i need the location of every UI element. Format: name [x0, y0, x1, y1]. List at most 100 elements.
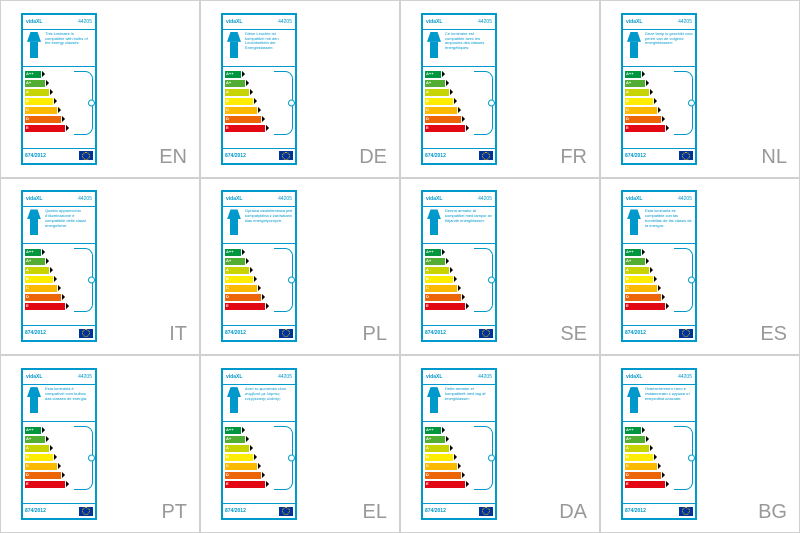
bracket-icon — [274, 248, 293, 312]
card-header: vidaXL44205 — [623, 192, 695, 207]
regulation-text: 874/2012 — [225, 330, 246, 336]
card-header: vidaXL44205 — [223, 15, 295, 30]
bar-label: C — [626, 107, 629, 112]
bar-label: A++ — [426, 249, 434, 254]
bar-label: D — [426, 294, 429, 299]
bracket-icon — [474, 71, 493, 135]
bar-label: B — [626, 276, 629, 281]
bar-label: A+ — [26, 436, 31, 441]
eu-flag-icon — [479, 507, 493, 516]
language-cell-pl: vidaXL44205Oprawa oświetleniowa jest kom… — [200, 178, 400, 356]
description-text: Oprawa oświetleniowa jest kompatybilna z… — [245, 209, 293, 241]
bar-label: A+ — [626, 258, 631, 263]
energy-label-card: vidaXL44205 This luminaire is compatible … — [21, 13, 97, 165]
card-footer: 874/2012 — [23, 503, 95, 518]
language-cell-bg: vidaXL44205Осветителното тяло е съвмести… — [600, 355, 800, 533]
bar-label: B — [26, 98, 29, 103]
bar-label: C — [226, 285, 229, 290]
bar-label: E — [426, 481, 429, 486]
bar-label: A — [26, 89, 29, 94]
language-code-label: PL — [363, 323, 387, 346]
bar-label: C — [426, 285, 429, 290]
energy-bars: .bar[style*="#009640"]::after{border-lef… — [223, 244, 295, 313]
language-cell-es: vidaXL44205Esta luminaria es compatible … — [600, 178, 800, 356]
description-text: This luminaire is compatible with bulbs … — [45, 32, 93, 64]
lamp-icon — [425, 209, 443, 235]
bar-label: A+ — [626, 80, 631, 85]
bar-label: A — [426, 445, 429, 450]
bar-label: A+ — [626, 436, 631, 441]
card-description: This luminaire is compatible with bulbs … — [23, 30, 95, 67]
bar-label: D — [626, 116, 629, 121]
regulation-text: 874/2012 — [425, 153, 446, 159]
bar-label: B — [426, 276, 429, 281]
regulation-text: 874/2012 — [425, 330, 446, 336]
bar-label: A — [226, 89, 229, 94]
card-header: vidaXL44205 — [23, 15, 95, 30]
description-text: Ce luminaire est compatible avec les amp… — [445, 32, 493, 64]
card-description: Dette armatur er kompatibelt med løg af … — [423, 385, 495, 422]
language-cell-da: vidaXL44205Dette armatur er kompatibelt … — [400, 355, 600, 533]
bar-label: A+ — [26, 258, 31, 263]
bracket-icon — [474, 426, 493, 490]
regulation-text: 874/2012 — [625, 153, 646, 159]
card-header: vidaXL44205 — [623, 370, 695, 385]
eu-flag-icon — [279, 507, 293, 516]
brand-text: vidaXL — [26, 196, 42, 202]
bar-label: A++ — [626, 427, 634, 432]
bar-label: D — [26, 472, 29, 477]
energy-bars: .bar[style*="#009640"]::after{border-lef… — [423, 244, 495, 313]
card-description: Ce luminaire est compatible avec les amp… — [423, 30, 495, 67]
eu-flag-icon — [679, 507, 693, 516]
regulation-text: 874/2012 — [625, 330, 646, 336]
bar-label: C — [626, 463, 629, 468]
bar-label: C — [226, 107, 229, 112]
regulation-text: 874/2012 — [25, 153, 46, 159]
description-text: Questo apparecchio d'illuminazione è com… — [45, 209, 93, 241]
bar-label: B — [626, 98, 629, 103]
lamp-icon — [425, 387, 443, 413]
energy-bars: .bar[style*="#009640"]::after{border-lef… — [223, 422, 295, 491]
brand-text: vidaXL — [626, 19, 642, 25]
energy-bars: .bar[style*="#009640"]::after{border-lef… — [23, 422, 95, 491]
bracket-icon — [474, 248, 493, 312]
card-footer: 874/2012 — [23, 148, 95, 163]
bracket-icon — [274, 426, 293, 490]
model-text: 44205 — [278, 19, 292, 25]
language-cell-se: vidaXL44205Denna armatur är kompatibel m… — [400, 178, 600, 356]
energy-label-card: vidaXL44205Denna armatur är kompatibel m… — [421, 190, 497, 342]
bar-label: D — [626, 294, 629, 299]
card-description: Deze lamp is geschikt voor peren van de … — [623, 30, 695, 67]
bar-label: A+ — [426, 80, 431, 85]
card-description: Denna armatur är kompatibel med lampor a… — [423, 207, 495, 244]
regulation-text: 874/2012 — [625, 508, 646, 514]
card-footer: 874/2012 — [23, 325, 95, 340]
card-header: vidaXL44205 — [423, 370, 495, 385]
description-text: Diese Leuchte ist kompatibel mit den Leu… — [245, 32, 293, 64]
energy-label-card: vidaXL44205Questo apparecchio d'illumina… — [21, 190, 97, 342]
card-footer: 874/2012 — [223, 503, 295, 518]
eu-flag-icon — [79, 151, 93, 160]
language-cell-el: vidaXL44205Αυτό το φωτιστικό είναι συμβα… — [200, 355, 400, 533]
bar-label: A — [626, 89, 629, 94]
energy-bars: .bar[style*="#009640"]::after{border-lef… — [223, 67, 295, 136]
card-header: vidaXL44205 — [623, 15, 695, 30]
bar-label: E — [426, 303, 429, 308]
bracket-icon — [674, 426, 693, 490]
bar-label: C — [26, 463, 29, 468]
bar-label: E — [26, 303, 29, 308]
bar-label: C — [226, 463, 229, 468]
eu-flag-icon — [679, 151, 693, 160]
energy-label-card: vidaXL44205Esta luminária é compatível c… — [21, 368, 97, 520]
language-code-label: PT — [161, 501, 187, 524]
model-text: 44205 — [278, 374, 292, 380]
language-code-label: EL — [363, 501, 387, 524]
lamp-icon — [625, 209, 643, 235]
model-text: 44205 — [278, 196, 292, 202]
energy-label-card: vidaXL44205Dette armatur er kompatibelt … — [421, 368, 497, 520]
bracket-icon — [74, 71, 93, 135]
card-description: Oprawa oświetleniowa jest kompatybilna z… — [223, 207, 295, 244]
card-footer: 874/2012 — [223, 325, 295, 340]
energy-label-card: vidaXL44205Осветителното тяло е съвмести… — [621, 368, 697, 520]
bar-label: A++ — [26, 249, 34, 254]
